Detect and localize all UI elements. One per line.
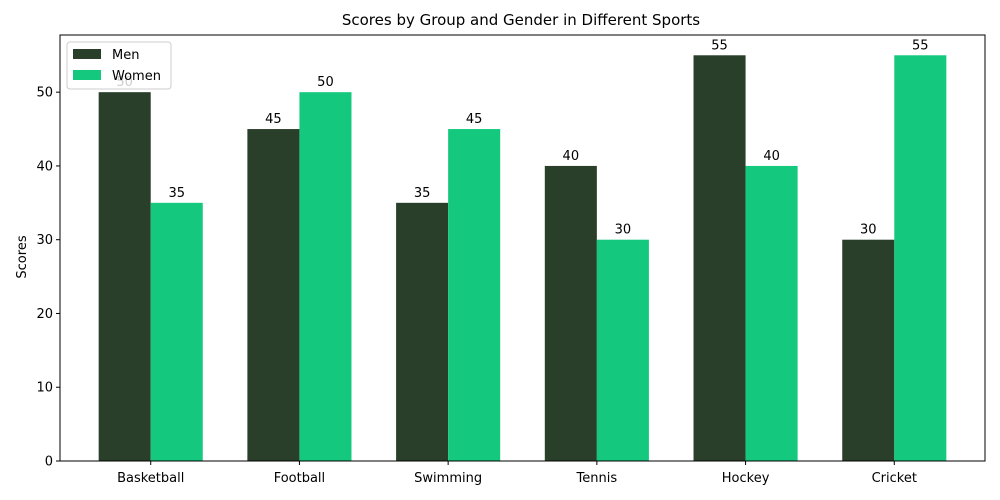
bar-women-cricket (894, 55, 947, 462)
y-tick-label: 0 (45, 455, 53, 470)
legend-label-men: Men (112, 48, 139, 63)
x-tick-label: Football (274, 471, 325, 486)
bar-men-hockey (693, 55, 746, 462)
data-label: 50 (317, 75, 334, 90)
bar-women-swimming (448, 129, 501, 461)
x-tick-label: Hockey (722, 471, 770, 486)
data-labels-layer: 504535405530355045304055 (116, 38, 928, 237)
chart-title: Scores by Group and Gender in Different … (342, 11, 700, 29)
bar-women-hockey (745, 165, 798, 461)
plot-frame (59, 34, 986, 462)
y-tick-label: 30 (36, 233, 53, 248)
y-tick-label: 50 (36, 86, 53, 101)
bar-men-tennis (544, 165, 597, 461)
data-label: 30 (860, 223, 877, 238)
y-axis-label: Scores (15, 235, 30, 278)
bar-women-football (299, 92, 352, 462)
bar-men-basketball (98, 92, 151, 462)
bar-men-swimming (396, 202, 449, 461)
bar-women-tennis (596, 239, 649, 461)
data-label: 35 (414, 186, 431, 201)
data-label: 40 (563, 149, 580, 164)
x-tick-label: Tennis (576, 471, 618, 486)
y-tick-label: 40 (36, 159, 53, 174)
legend: Men Women (66, 41, 172, 90)
data-label: 55 (912, 38, 929, 53)
y-tick-label: 20 (36, 307, 53, 322)
bar-men-football (247, 129, 300, 461)
data-label: 55 (711, 38, 728, 53)
x-tick-label: Swimming (414, 471, 482, 486)
data-label: 30 (615, 223, 632, 238)
legend-label-women: Women (112, 69, 161, 84)
data-label: 45 (265, 112, 282, 127)
bar-men-cricket (842, 239, 895, 461)
x-tick-label: Basketball (117, 471, 184, 486)
legend-swatch-women (73, 70, 101, 80)
y-axis: 0 10 20 30 40 50 (36, 86, 60, 470)
data-label: 35 (168, 186, 185, 201)
bars-layer (98, 55, 947, 462)
data-label: 40 (763, 149, 780, 164)
x-axis: Basketball Football Swimming Tennis Hockey Cr… (117, 461, 917, 486)
x-tick-label: Cricket (872, 471, 917, 486)
bar-women-basketball (150, 202, 203, 461)
y-tick-label: 10 (36, 381, 53, 396)
data-label: 45 (466, 112, 483, 127)
legend-swatch-men (73, 49, 101, 59)
